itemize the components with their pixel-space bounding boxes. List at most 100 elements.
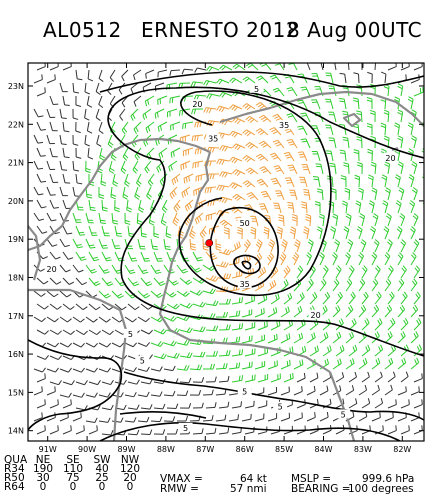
wind-barb (216, 184, 230, 192)
wind-barb (95, 108, 101, 121)
wind-barb (270, 293, 280, 305)
lon-label: 88W (157, 445, 175, 454)
wind-barb (387, 399, 397, 409)
storm-center-marker (205, 239, 214, 247)
bearing-value: 100 degrees (348, 483, 414, 495)
wind-barb (98, 69, 104, 82)
contour-label: 35 (240, 280, 250, 289)
wind-barb (322, 425, 332, 435)
wind-barb (137, 290, 151, 299)
wind-barb (205, 350, 219, 357)
wind-barb (218, 375, 230, 383)
wind-barb (49, 63, 59, 71)
wind-barb (242, 103, 256, 111)
wind-barb (72, 367, 85, 373)
wind-barb (294, 239, 301, 253)
wind-barb (33, 134, 44, 144)
wind-barb (140, 225, 147, 238)
wind-barb (242, 180, 256, 188)
wind-barb (374, 291, 382, 305)
wind-barb (75, 425, 85, 435)
wind-barb (423, 316, 424, 317)
wind-barb (356, 136, 363, 149)
wind-barb (72, 186, 81, 197)
r34-ne: 190 (32, 463, 54, 475)
contour-line (123, 371, 424, 421)
wind-barb (229, 104, 243, 112)
wind-barb (245, 115, 259, 124)
wind-barb (374, 265, 381, 279)
wind-barb (371, 278, 379, 292)
wind-barb (134, 147, 142, 161)
wind-barb (127, 379, 140, 385)
wind-barb (269, 74, 282, 84)
wind-barb (216, 105, 230, 113)
wind-barb (257, 321, 268, 331)
wind-barb (101, 251, 112, 262)
bearing-label: BEARING = (291, 483, 351, 495)
wind-barb (245, 141, 259, 150)
wind-barb (385, 187, 391, 201)
wind-barb (358, 304, 367, 318)
wind-barb (332, 331, 342, 344)
wind-barb (296, 292, 305, 305)
wind-barb (192, 251, 203, 262)
header-ne: NE (35, 454, 51, 466)
wind-barb (345, 358, 355, 370)
wind-barb (75, 121, 81, 134)
wind-barb (242, 129, 256, 137)
wind-barb (371, 252, 378, 266)
wind-barb (245, 63, 259, 71)
wind-barb (72, 342, 85, 348)
wind-barb (287, 201, 295, 214)
wind-barb (422, 174, 424, 187)
wind-barb (36, 329, 49, 335)
wind-barb (155, 82, 165, 92)
wind-barb (88, 199, 96, 212)
wind-barb (400, 425, 410, 435)
wind-barb (153, 225, 160, 239)
wind-field-map: 5 20 35 35 20 50 35 20 20 5 5 5 5 5 5 23N 22N 21N 20N 19N 1… (8, 62, 431, 454)
wind-barb (411, 161, 418, 175)
longitude-labels: 91W 90W 89W 88W 87W 86W 85W 84W 83W 82W (39, 445, 412, 454)
wind-barb (207, 173, 220, 180)
wind-barb (182, 121, 194, 130)
wind-barb (62, 399, 72, 409)
wind-barb (62, 199, 72, 210)
wind-barb (134, 186, 141, 200)
wind-barb (150, 391, 163, 397)
wind-barb (339, 72, 347, 84)
contour-line (99, 71, 424, 93)
wind-barb (300, 138, 311, 149)
wind-barb (86, 121, 93, 134)
wind-barb (426, 213, 431, 226)
wind-barb (36, 373, 46, 383)
wind-barb (299, 176, 308, 188)
wind-barb (179, 327, 193, 334)
wind-barb (153, 328, 167, 335)
wind-barb (49, 399, 59, 409)
wind-barb (98, 342, 111, 348)
wind-barb (59, 160, 68, 171)
wind-barb (413, 291, 421, 305)
wind-barb (75, 303, 88, 311)
wind-barb (267, 386, 278, 396)
wind-barb (272, 139, 285, 149)
wind-barb (33, 108, 44, 118)
wind-barb (111, 212, 119, 225)
mslp-value: 999.6 hPa (362, 473, 415, 485)
wind-barb (370, 226, 376, 240)
wind-barb (215, 238, 222, 251)
wind-barb (297, 151, 308, 162)
wind-barb (85, 238, 96, 249)
wind-barb (354, 174, 361, 188)
wind-barb (425, 161, 430, 174)
wind-barb (150, 238, 159, 250)
wind-barb (144, 95, 155, 107)
wind-barb (334, 63, 337, 71)
wind-barb (374, 318, 383, 331)
wind-barb (163, 238, 171, 251)
wind-barb (400, 318, 409, 331)
lon-label: 89W (117, 445, 135, 454)
wind-barb (150, 264, 162, 275)
